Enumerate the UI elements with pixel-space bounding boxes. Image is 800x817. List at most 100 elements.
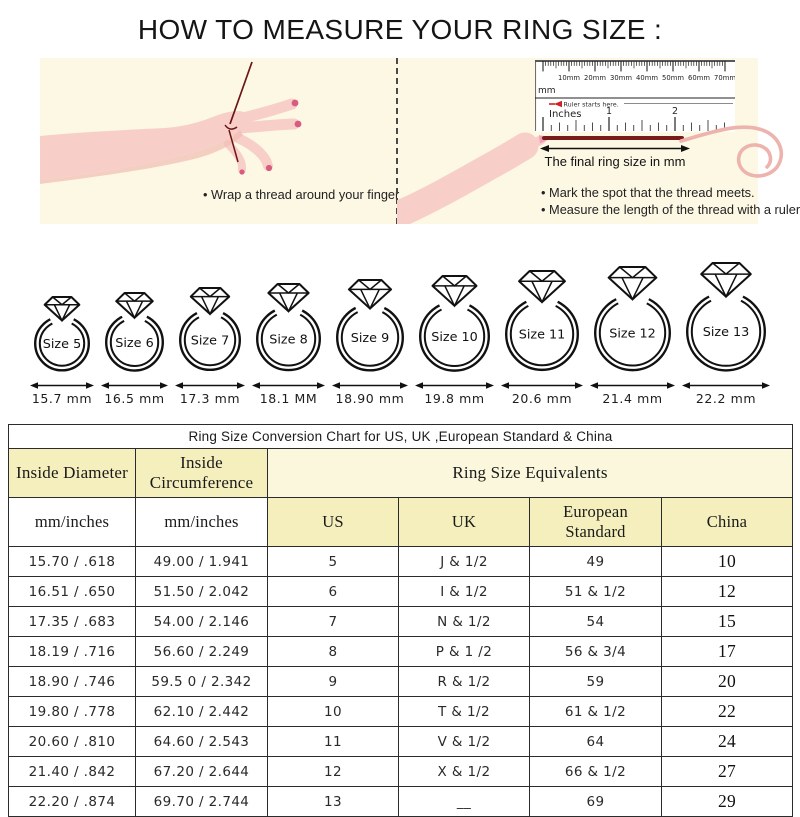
diameter-arrow-icon <box>415 382 494 389</box>
cell-us: 10 <box>267 696 399 727</box>
cell-european-standard: 64 <box>529 726 662 757</box>
cell-uk: P & 1 /2 <box>398 636 530 667</box>
header-uk: UK <box>398 497 530 547</box>
diamond-ring-icon: Size 9 <box>336 278 404 372</box>
cell-us: 12 <box>267 756 399 787</box>
table-header-row-1: Inside Diameter Inside Circumference Rin… <box>8 448 794 498</box>
cell-european-standard: 56 & 3/4 <box>529 636 662 667</box>
table-row: 16.51 / .650 51.50 / 2.042 6 I & 1/2 51 & 1/… <box>8 576 794 607</box>
ring-item: Size 5 15.7 mm <box>29 294 95 406</box>
header-european-standard: European Standard <box>529 497 662 547</box>
ring-diameter-value: 18.90 mm <box>335 391 405 406</box>
cell-inside-diameter: 15.70 / .618 <box>8 546 136 577</box>
cell-uk: V & 1/2 <box>398 726 530 757</box>
ruler-step-panel: 10mm 20mm 30mm 40mm 50mm 60mm 70mm mm Ru… <box>397 58 800 224</box>
table-header-row-2: mm/inches mm/inches US UK European Stand… <box>8 497 794 547</box>
cell-us: 11 <box>267 726 399 757</box>
mm-tick-marks <box>542 61 726 72</box>
ring-item: Size 12 21.4 mm <box>589 264 676 406</box>
cell-us: 7 <box>267 606 399 637</box>
cell-china: 24 <box>660 726 794 757</box>
mm-unit-label: mm <box>538 86 556 96</box>
panel-divider <box>396 58 398 224</box>
diameter-arrow-icon <box>590 382 675 389</box>
table-row: 18.19 / .716 56.60 / 2.249 8 P & 1 /2 56 & 3… <box>8 636 794 667</box>
ring-diameter-value: 15.7 mm <box>31 391 93 406</box>
cell-inside-circumference: 49.00 / 1.941 <box>135 546 268 577</box>
ruler-illustration: 10mm 20mm 30mm 40mm 50mm 60mm 70mm mm Ru… <box>535 60 735 132</box>
ring-size-label: Size 11 <box>519 328 566 343</box>
ruler-start-marker-icon <box>549 100 562 108</box>
table-row: 15.70 / .618 49.00 / 1.941 5 J & 1/2 49 10 <box>8 546 794 577</box>
ruler-start-note: Ruler starts here. <box>564 101 619 109</box>
ring-item: Size 13 22.2 mm <box>681 260 771 406</box>
final-size-label: The final ring size in mm <box>544 154 686 169</box>
cell-uk: __ <box>398 786 530 817</box>
table-row: 21.40 / .842 67.20 / 2.644 12 X & 1/2 66 & 1… <box>8 756 794 787</box>
ring-diameter-value: 19.8 mm <box>424 391 485 406</box>
ring-item: Size 9 18.90 mm <box>331 277 409 406</box>
ring-size-label: Size 6 <box>115 336 153 351</box>
cell-us: 8 <box>267 636 399 667</box>
cell-inside-diameter: 16.51 / .650 <box>8 576 136 607</box>
cell-european-standard: 51 & 1/2 <box>529 576 662 607</box>
header-circumference-unit: mm/inches <box>135 497 268 547</box>
svg-text:60mm: 60mm <box>688 74 710 82</box>
cell-us: 5 <box>267 546 399 577</box>
header-us: US <box>267 497 399 547</box>
diameter-arrow-icon <box>30 382 94 389</box>
cell-china: 27 <box>660 756 794 787</box>
inch-scale-numbers: 1 2 <box>606 106 678 117</box>
diameter-arrow-icon <box>175 382 245 389</box>
cell-uk: N & 1/2 <box>398 606 530 637</box>
header-inside-diameter: Inside Diameter <box>8 448 136 498</box>
cell-china: 17 <box>660 636 794 667</box>
thread-icon <box>224 61 253 163</box>
cell-inside-circumference: 69.70 / 2.744 <box>135 786 268 817</box>
table-caption-row: Ring Size Conversion Chart for US, UK ,E… <box>7 424 794 449</box>
diamond-ring-icon: Size 11 <box>505 270 579 372</box>
cell-china: 29 <box>660 786 794 817</box>
ring-item: Size 6 16.5 mm <box>100 290 169 406</box>
diamond-ring-icon: Size 13 <box>686 261 766 372</box>
ring-diameter-value: 20.6 mm <box>511 391 573 406</box>
cell-inside-diameter: 17.35 / .683 <box>8 606 136 637</box>
table-row: 18.90 / .746 59.5 0 / 2.342 9 R & 1/2 59 20 <box>8 666 794 697</box>
page-title: HOW TO MEASURE YOUR RING SIZE : <box>137 14 663 45</box>
cell-china: 12 <box>660 576 794 607</box>
cell-european-standard: 49 <box>529 546 662 577</box>
ring-diameter-value: 18.1 MM <box>259 391 318 406</box>
ring-item: Size 11 20.6 mm <box>500 268 584 406</box>
ruler-step-caption-1: • Mark the spot that the thread meets. <box>541 185 755 200</box>
ring-size-chart: Size 5 15.7 mm Size 6 16.5 mm Size 7 17.3 mm S… <box>0 254 800 406</box>
pointing-arm-shape <box>397 132 539 224</box>
cell-inside-diameter: 18.90 / .746 <box>8 666 136 697</box>
cell-european-standard: 54 <box>529 606 662 637</box>
ruler-step-captions: • Mark the spot that the thread meets. •… <box>541 185 800 218</box>
table-caption: Ring Size Conversion Chart for US, UK ,E… <box>7 424 794 449</box>
ring-size-label: Size 7 <box>191 334 229 349</box>
hand-arm-shape <box>40 111 250 180</box>
header-diameter-unit: mm/inches <box>8 497 136 547</box>
diamond-ring-icon: Size 7 <box>179 287 241 372</box>
inch-tick-marks <box>542 117 725 131</box>
instruction-panels: • Wrap a thread around your finger 10mm … <box>40 58 800 224</box>
cell-uk: I & 1/2 <box>398 576 530 607</box>
svg-text:10mm: 10mm <box>558 74 580 82</box>
cell-china: 22 <box>660 696 794 727</box>
diamond-ring-icon: Size 10 <box>419 274 490 372</box>
cell-china: 20 <box>660 666 794 697</box>
cell-inside-circumference: 51.50 / 2.042 <box>135 576 268 607</box>
diameter-arrow-icon <box>682 382 770 389</box>
diamond-ring-icon: Size 12 <box>594 266 671 372</box>
cell-inside-circumference: 54.00 / 2.146 <box>135 606 268 637</box>
table-row: 20.60 / .810 64.60 / 2.543 11 V & 1/2 64 24 <box>8 726 794 757</box>
cell-inside-diameter: 20.60 / .810 <box>8 726 136 757</box>
cell-european-standard: 59 <box>529 666 662 697</box>
cell-us: 9 <box>267 666 399 697</box>
pointing-hand-illustration <box>397 132 549 224</box>
diamond-ring-icon: Size 6 <box>105 291 164 372</box>
ring-diameter-value: 16.5 mm <box>104 391 165 406</box>
cell-european-standard: 69 <box>529 786 662 817</box>
final-size-arrow-icon <box>540 145 690 152</box>
